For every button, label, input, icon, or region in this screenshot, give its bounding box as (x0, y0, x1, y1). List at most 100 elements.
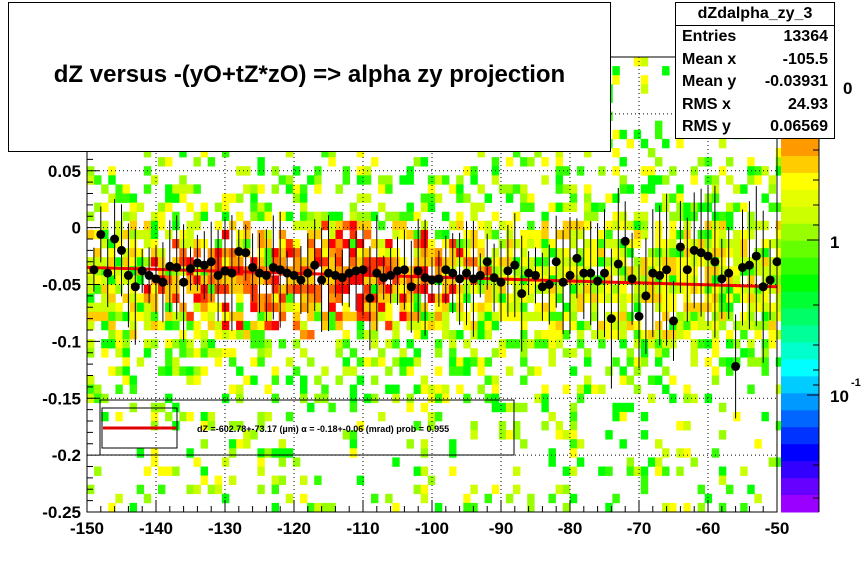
profile-point (468, 274, 478, 284)
heatmap-cell (307, 302, 315, 313)
heatmap-cell (690, 357, 698, 367)
heatmap-cell (200, 302, 208, 313)
heatmap-cell (307, 502, 315, 513)
heatmap-cell (165, 275, 173, 285)
heatmap-cell (555, 320, 563, 331)
heatmap-cell (200, 421, 208, 431)
heatmap-cell (236, 421, 244, 431)
heatmap-cell (647, 339, 656, 349)
heatmap-cell (250, 293, 258, 303)
heatmap-cell (250, 211, 258, 222)
heatmap-cell (655, 220, 663, 231)
heatmap-cell (300, 384, 308, 394)
heatmap-cell (101, 320, 109, 331)
heatmap-cell (314, 175, 322, 185)
heatmap-cell (711, 248, 720, 258)
profile-point (675, 242, 685, 252)
color-scale-label: 1 (830, 233, 839, 252)
heatmap-cell (207, 348, 216, 358)
heatmap-cell (761, 348, 769, 358)
profile-point (303, 268, 313, 278)
heatmap-cell (378, 266, 386, 276)
heatmap-cell (420, 202, 429, 212)
heatmap-cell (569, 284, 578, 294)
heatmap-cell (236, 211, 244, 222)
heatmap-cell (477, 202, 485, 212)
x-tick-label: -140 (139, 519, 173, 538)
profile-point (475, 270, 485, 280)
color-scale-step (781, 444, 819, 462)
heatmap-cell (576, 339, 585, 349)
heatmap-cell (122, 357, 130, 367)
heatmap-cell (378, 411, 386, 422)
heatmap-cell (385, 302, 393, 313)
heatmap-cell (747, 484, 755, 495)
heatmap-cell (747, 266, 755, 276)
heatmap-cell (669, 220, 677, 231)
heatmap-cell (356, 375, 365, 385)
heatmap-cell (612, 239, 620, 249)
heatmap-cell (420, 330, 429, 340)
heatmap-cell (477, 320, 485, 331)
heatmap-cell (576, 320, 585, 331)
heatmap-cell (314, 220, 322, 231)
heatmap-cell (555, 148, 563, 158)
heatmap-cell (576, 457, 585, 467)
heatmap-cell (747, 348, 755, 358)
heatmap-cell (676, 330, 684, 340)
heatmap-cell (711, 348, 720, 358)
heatmap-cell (108, 284, 116, 294)
heatmap-cell (647, 375, 656, 385)
heatmap-cell (264, 202, 272, 212)
heatmap-cell (285, 148, 294, 158)
heatmap-cell (754, 175, 762, 185)
heatmap-cell (356, 275, 365, 285)
heatmap-cell (534, 366, 542, 376)
heatmap-cell (94, 175, 102, 185)
heatmap-cell (335, 239, 343, 249)
heatmap-cell (477, 384, 485, 394)
heatmap-cell (569, 348, 578, 358)
heatmap-cell (335, 184, 343, 194)
heatmap-cell (172, 466, 180, 476)
heatmap-cell (662, 366, 670, 376)
heatmap-cell (711, 448, 720, 458)
heatmap-cell (392, 220, 400, 231)
heatmap-cell (172, 211, 180, 222)
heatmap-cell (371, 157, 379, 167)
heatmap-cell (534, 311, 542, 322)
heatmap-cell (434, 411, 443, 422)
heatmap-cell (257, 484, 265, 495)
heatmap-cell (591, 239, 599, 249)
heatmap-cell (342, 220, 350, 231)
heatmap-cell (683, 211, 691, 222)
profile-point (682, 265, 692, 275)
heatmap-cell (328, 293, 336, 303)
heatmap-cell (562, 166, 571, 176)
heatmap-cell (87, 311, 95, 322)
y-tick-label: 0 (72, 219, 81, 238)
profile-point (517, 289, 527, 299)
heatmap-cell (115, 229, 123, 240)
heatmap-cell (718, 266, 727, 276)
heatmap-cell (449, 366, 457, 376)
heatmap-cell (371, 284, 379, 294)
heatmap-cell (413, 248, 421, 258)
heatmap-cell (356, 239, 365, 249)
heatmap-cell (335, 311, 343, 322)
heatmap-cell (193, 457, 201, 467)
heatmap-cell (683, 502, 691, 513)
heatmap-cell (406, 275, 414, 285)
heatmap-cell (257, 202, 265, 212)
heatmap-cell (115, 257, 123, 267)
heatmap-cell (534, 266, 542, 276)
heatmap-cell (541, 330, 549, 340)
heatmap-cell (349, 366, 358, 376)
heatmap-cell (115, 311, 123, 322)
heatmap-cell (392, 229, 400, 240)
heatmap-cell (633, 211, 642, 222)
heatmap-cell (505, 366, 514, 376)
heatmap-cell (264, 311, 272, 322)
heatmap-cell (392, 320, 400, 331)
heatmap-cell (640, 475, 649, 485)
